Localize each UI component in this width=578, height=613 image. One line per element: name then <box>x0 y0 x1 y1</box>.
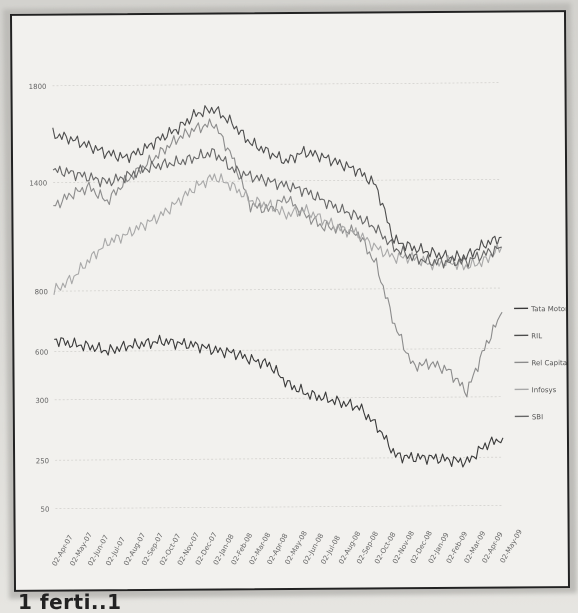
gridline <box>53 179 502 183</box>
grid <box>52 82 504 509</box>
legend-label: Rel Capital <box>531 359 568 367</box>
series-layer <box>52 105 504 468</box>
line-chart: 50 250 300 600 800 1400 1800 02-Apr-0702-May-0… <box>29 82 568 568</box>
legend-label: RIL <box>531 332 542 340</box>
legend-label: SBI <box>532 413 543 421</box>
legend-label: Infosys <box>532 386 557 394</box>
y-tick-label: 50 <box>41 506 50 514</box>
figure-frame: 50 250 300 600 800 1400 1800 02-Apr-07 02-May-0… <box>9 10 571 592</box>
y-axis: 50 250 300 600 800 1400 1800 <box>29 83 50 514</box>
gridline <box>52 82 501 87</box>
gridline <box>55 456 504 461</box>
y-tick-label: 1400 <box>29 179 47 187</box>
x-axis: 02-Apr-0702-May-0702-Jun-0702-Jul-0702-A… <box>51 528 524 567</box>
series-line <box>53 173 503 295</box>
gridline <box>55 505 504 509</box>
y-tick-label: 300 <box>35 397 48 405</box>
y-tick-label: 1800 <box>29 83 47 91</box>
y-tick-label: 800 <box>35 288 48 296</box>
legend: Tata Motors RIL Rel Capital Infosys SBI <box>514 305 568 421</box>
gridline <box>54 348 503 352</box>
series-line <box>52 105 502 262</box>
series-line <box>53 118 503 398</box>
legend-label: Tata Motors <box>530 305 568 313</box>
caption: 1 ferti..1 <box>18 590 122 613</box>
y-tick-label: 250 <box>36 457 49 465</box>
gridline <box>53 287 502 292</box>
y-tick-label: 600 <box>35 349 48 357</box>
series-line <box>54 334 504 468</box>
gridline <box>54 396 503 401</box>
series-line <box>52 148 502 269</box>
